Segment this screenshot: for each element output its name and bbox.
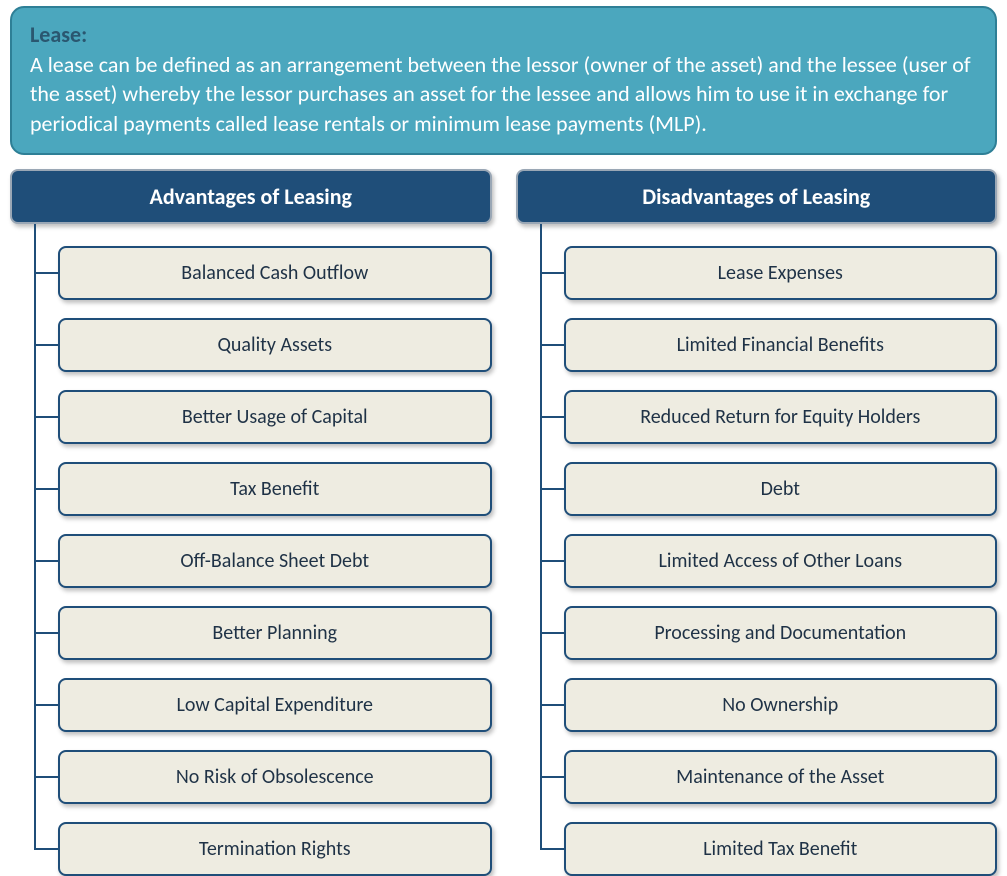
advantages-tree: Balanced Cash Outflow Quality Assets Bet…	[10, 224, 492, 876]
list-item: Limited Tax Benefit	[564, 804, 998, 876]
list-item: Termination Rights	[58, 804, 492, 876]
disadvantages-item: Limited Tax Benefit	[564, 822, 998, 876]
list-item: Limited Access of Other Loans	[564, 516, 998, 588]
list-item: No Ownership	[564, 660, 998, 732]
list-item: Lease Expenses	[564, 228, 998, 300]
list-item: No Risk of Obsolescence	[58, 732, 492, 804]
advantages-column: Advantages of Leasing Balanced Cash Outf…	[10, 169, 492, 876]
disadvantages-tree: Lease Expenses Limited Financial Benefit…	[516, 224, 998, 876]
disadvantages-column: Disadvantages of Leasing Lease Expenses …	[516, 169, 998, 876]
disadvantages-item: Lease Expenses	[564, 246, 998, 300]
list-item: Balanced Cash Outflow	[58, 228, 492, 300]
list-item: Low Capital Expenditure	[58, 660, 492, 732]
list-item: Debt	[564, 444, 998, 516]
list-item: Reduced Return for Equity Holders	[564, 372, 998, 444]
advantages-item: Better Usage of Capital	[58, 390, 492, 444]
advantages-item: Tax Benefit	[58, 462, 492, 516]
definition-title: Lease:	[30, 21, 87, 48]
advantages-item: Low Capital Expenditure	[58, 678, 492, 732]
list-item: Better Usage of Capital	[58, 372, 492, 444]
list-item: Tax Benefit	[58, 444, 492, 516]
list-item: Limited Financial Benefits	[564, 300, 998, 372]
disadvantages-item: No Ownership	[564, 678, 998, 732]
list-item: Quality Assets	[58, 300, 492, 372]
advantages-item: Balanced Cash Outflow	[58, 246, 492, 300]
advantages-header: Advantages of Leasing	[10, 169, 492, 224]
list-item: Maintenance of the Asset	[564, 732, 998, 804]
list-item: Processing and Documentation	[564, 588, 998, 660]
disadvantages-item: Reduced Return for Equity Holders	[564, 390, 998, 444]
advantages-item: Termination Rights	[58, 822, 492, 876]
definition-box: Lease: A lease can be defined as an arra…	[10, 6, 997, 155]
list-item: Off-Balance Sheet Debt	[58, 516, 492, 588]
advantages-item: Quality Assets	[58, 318, 492, 372]
disadvantages-item: Limited Access of Other Loans	[564, 534, 998, 588]
definition-body: A lease can be defined as an arrangement…	[30, 51, 971, 137]
columns-wrapper: Advantages of Leasing Balanced Cash Outf…	[0, 169, 1007, 876]
list-item: Better Planning	[58, 588, 492, 660]
advantages-item: No Risk of Obsolescence	[58, 750, 492, 804]
disadvantages-item: Processing and Documentation	[564, 606, 998, 660]
advantages-item: Better Planning	[58, 606, 492, 660]
disadvantages-item: Maintenance of the Asset	[564, 750, 998, 804]
disadvantages-item: Limited Financial Benefits	[564, 318, 998, 372]
disadvantages-header: Disadvantages of Leasing	[516, 169, 998, 224]
disadvantages-item: Debt	[564, 462, 998, 516]
advantages-item: Off-Balance Sheet Debt	[58, 534, 492, 588]
